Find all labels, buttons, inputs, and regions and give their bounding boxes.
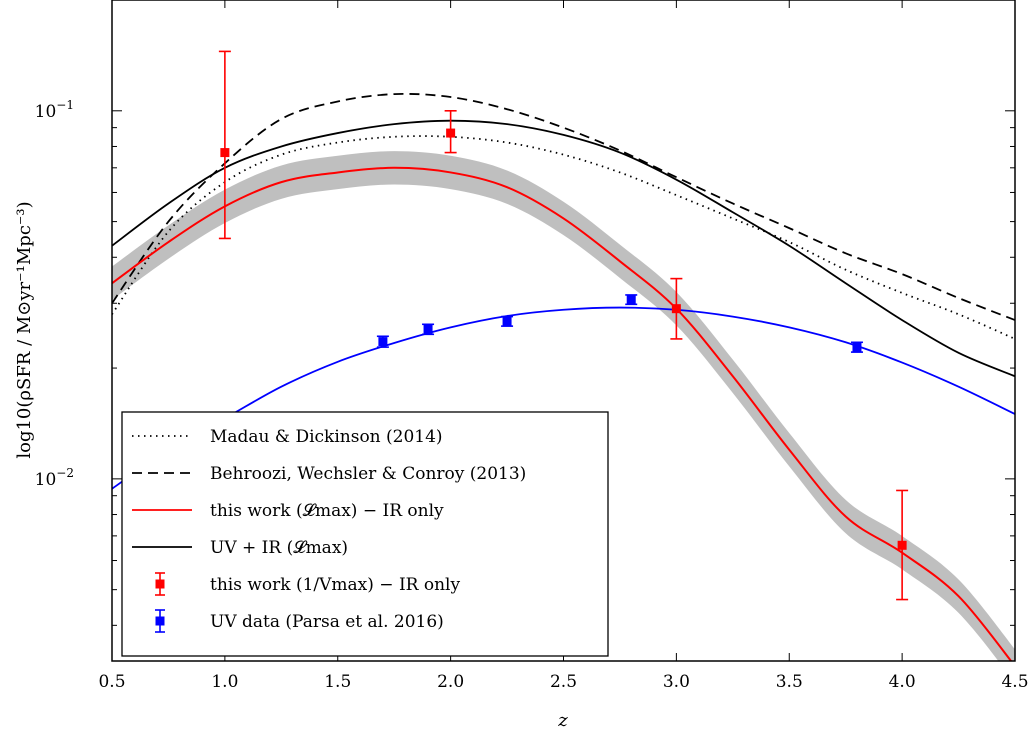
y-axis-label: log10(ρSFR / M⊙yr⁻¹Mpc⁻³) [14,201,35,458]
data-point-0-1 [444,109,457,154]
legend-box [121,411,609,657]
legend-label: UV data (Parsa et al. 2016) [210,612,444,632]
y-tick-label: 10−1 [35,98,74,122]
data-point-1-1 [422,323,435,336]
x-tick-label: 4.5 [1001,672,1028,692]
legend-marker [155,616,165,626]
x-tick-label: 2.5 [550,672,577,692]
legend-item-1: Behroozi, Wechsler & Conroy (2013) [132,464,526,484]
series-line-3 [112,119,1015,378]
legend-label: this work (1/Vmax) − IR only [210,575,460,595]
legend-label: Madau & Dickinson (2014) [210,427,443,447]
data-point-1-3 [625,294,638,306]
legend-item-4: this work (1/Vmax) − IR only [155,572,460,596]
data-point-1-2 [501,315,514,327]
legend-item-2: this work (𝓛max) − IR only [132,501,444,521]
legend-item-3: UV + IR (𝓛max) [132,538,348,558]
data-point-0-3 [896,489,909,601]
x-tick-label: 1.0 [211,672,238,692]
legend-marker [155,579,165,589]
legend-label: UV + IR (𝓛max) [210,538,348,558]
legend-label: this work (𝓛max) − IR only [210,501,444,521]
data-marker [626,295,636,305]
x-tick-label: 2.0 [437,672,464,692]
legend-label: Behroozi, Wechsler & Conroy (2013) [210,464,526,484]
x-axis-label: z [557,710,568,731]
x-tick-label: 3.0 [663,672,690,692]
data-point-1-0 [376,335,389,348]
x-tick-label: 3.5 [776,672,803,692]
plot-area [112,50,1015,661]
data-point-0-0 [218,50,231,240]
data-point-1-4 [850,341,863,353]
data-marker [423,324,433,334]
legend-item-5: UV data (Parsa et al. 2016) [155,609,444,633]
data-marker [446,128,456,138]
data-point-0-2 [670,277,683,340]
series-line-0 [112,135,1015,340]
data-marker [502,316,512,326]
y-tick-label: 10−2 [35,466,74,490]
legend: Madau & Dickinson (2014) Behroozi, Wechsl… [121,411,609,657]
x-tick-label: 0.5 [98,672,125,692]
legend-item-0: Madau & Dickinson (2014) [132,427,443,447]
series-line-2 [112,166,1013,661]
data-marker [220,148,230,158]
data-marker [671,304,681,314]
data-marker [852,342,862,352]
data-marker [378,337,388,347]
series-line-1 [112,93,1015,321]
axes: 0.5 1.0 1.5 2.0 2.5 3.0 3.5 4.0 4.5 10−1 10−2 [35,0,1029,692]
data-marker [897,540,907,550]
x-tick-label: 1.5 [324,672,351,692]
x-tick-label: 4.0 [889,672,916,692]
